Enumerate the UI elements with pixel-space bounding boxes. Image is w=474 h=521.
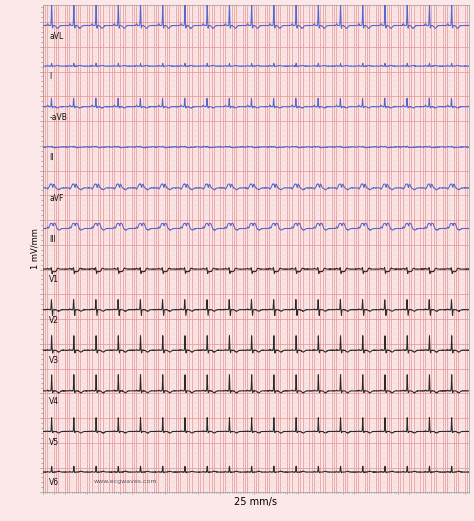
Text: V3: V3 — [49, 356, 59, 365]
Text: aVF: aVF — [49, 194, 64, 203]
Text: V5: V5 — [49, 438, 59, 446]
Text: V1: V1 — [49, 275, 59, 284]
X-axis label: 25 mm/s: 25 mm/s — [235, 497, 277, 506]
Text: V2: V2 — [49, 316, 59, 325]
Text: V6: V6 — [49, 478, 59, 487]
Text: -aVB: -aVB — [49, 113, 67, 122]
Text: www.ecgwaves.com: www.ecgwaves.com — [94, 479, 157, 483]
Text: I: I — [49, 72, 52, 81]
Text: V4: V4 — [49, 397, 59, 406]
Text: II: II — [49, 153, 54, 163]
Text: aVL: aVL — [49, 32, 64, 41]
Y-axis label: 1 mV/mm: 1 mV/mm — [31, 228, 40, 269]
Text: III: III — [49, 234, 56, 243]
